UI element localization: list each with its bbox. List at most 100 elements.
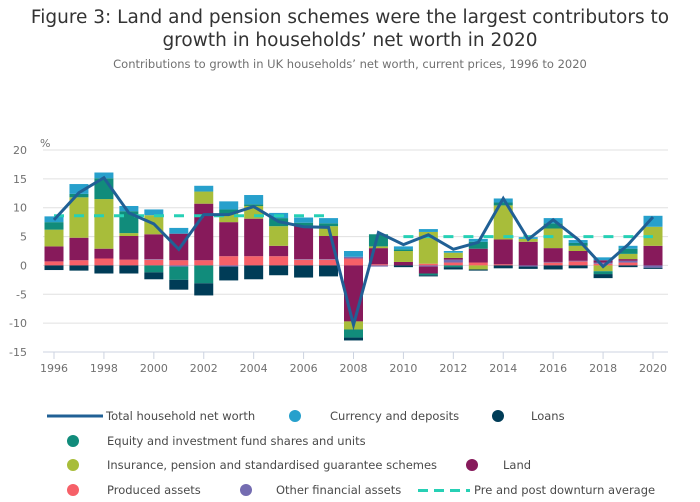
x-axis: 1996 1998 2000 2002 2004 2006 2008 2010 2012 2014… — [40, 351, 668, 375]
bar-segment — [468, 262, 488, 266]
x-tick-label: 2004 — [240, 362, 268, 375]
bar-segment — [344, 256, 363, 259]
bar-segment — [344, 251, 363, 257]
bar-segment — [344, 337, 363, 341]
bar-segment — [194, 185, 214, 192]
bar-segment — [244, 218, 264, 257]
bar-segment — [94, 248, 114, 259]
legend-label-other-financial[interactable]: Other financial assets — [276, 483, 402, 497]
bar-segment — [618, 245, 638, 249]
y-tick-label: -15 — [9, 346, 27, 359]
legend-label-insurance[interactable]: Insurance, pension and standardised guar… — [107, 458, 438, 472]
legend-label-land[interactable]: Land — [503, 458, 532, 472]
bar-segment — [294, 259, 314, 266]
bar-stack-2003 — [219, 201, 239, 281]
bar-segment — [294, 222, 314, 226]
y-tick-label: 20 — [13, 144, 27, 157]
legend: Total household net worth Currency and d… — [0, 400, 700, 502]
bar-segment — [543, 248, 563, 262]
bar-segment — [244, 256, 264, 266]
legend-item-total[interactable]: Total household net worth — [47, 409, 255, 423]
bar-segment — [543, 261, 563, 263]
bar-stack-2001 — [169, 227, 189, 290]
bar-segment — [194, 283, 214, 296]
bar-segment — [618, 265, 638, 268]
bar-segment — [194, 265, 214, 284]
legend-label-equity[interactable]: Equity and investment fund shares and un… — [107, 434, 366, 448]
y-tick-label: -5 — [16, 288, 27, 301]
bar-stack-1997 — [69, 184, 89, 271]
legend-label-produced[interactable]: Produced assets — [107, 483, 201, 497]
total-line-group — [52, 175, 655, 331]
bar-stack-2011 — [418, 229, 438, 277]
bar-segment — [593, 257, 613, 261]
bar-stack-2012 — [443, 251, 463, 270]
bar-segment — [443, 262, 463, 266]
x-tick-label: 2014 — [489, 362, 517, 375]
bar-segment — [568, 242, 588, 246]
bar-segment — [418, 231, 438, 264]
bar-segment — [119, 211, 139, 234]
bar-segment — [368, 246, 388, 249]
bar-segment — [219, 265, 239, 267]
x-tick-label: 2006 — [290, 362, 318, 375]
legend-dot-land-icon — [466, 459, 478, 471]
bar-segment — [418, 229, 438, 232]
bar-segment — [618, 260, 638, 263]
x-tick-label: 1996 — [40, 362, 68, 375]
bar-segment — [219, 222, 239, 257]
bar-segment — [219, 213, 239, 223]
bar-segment — [294, 225, 314, 260]
y-tick-label: 5 — [20, 231, 27, 244]
bar-segment — [294, 217, 314, 223]
bar-stack-2006 — [294, 217, 314, 278]
bar-segment — [219, 209, 239, 214]
x-tick-label: 2018 — [589, 362, 617, 375]
x-tick-label: 2010 — [389, 362, 417, 375]
bar-segment — [169, 266, 189, 280]
bar-segment — [69, 184, 89, 194]
bar-segment — [69, 265, 89, 271]
bar-segment — [568, 261, 588, 266]
bar-stack-2015 — [518, 237, 538, 269]
bar-stack-2002 — [194, 185, 214, 296]
average-lines — [54, 214, 653, 239]
y-tick-label: 15 — [13, 173, 27, 186]
bar-segment — [319, 218, 339, 224]
legend-dot-equity-icon — [67, 435, 79, 447]
bar-segment — [269, 256, 289, 266]
y-axis-ticks: 20 15 10 5 0 -5 -10 -15 — [9, 144, 27, 359]
x-tick-label: 2000 — [140, 362, 168, 375]
bar-segment — [269, 226, 289, 246]
bar-segment — [368, 264, 388, 266]
chart-title-line-1: Figure 3: Land and pension schemes were … — [30, 7, 670, 28]
bar-segment — [69, 197, 89, 238]
bar-segment — [94, 258, 114, 266]
bar-segment — [169, 227, 189, 234]
bar-segment — [44, 229, 64, 247]
x-tick-label: 2002 — [190, 362, 218, 375]
bar-stack-2010 — [393, 246, 413, 268]
bar-segment — [169, 279, 189, 290]
legend-label-currency[interactable]: Currency and deposits — [330, 409, 460, 423]
legend-dot-currency-icon — [289, 410, 301, 422]
bar-segment — [393, 265, 413, 268]
legend-dot-produced-icon — [67, 484, 79, 496]
bar-segment — [169, 260, 189, 266]
bar-segment — [568, 260, 588, 262]
bar-segment — [368, 234, 388, 247]
bar-stack-2019 — [618, 245, 638, 268]
bar-segment — [194, 203, 214, 261]
x-tick-label: 2008 — [340, 362, 368, 375]
bar-segment — [518, 265, 538, 267]
bar-segment — [368, 265, 388, 267]
legend-label-loans[interactable]: Loans — [531, 409, 565, 423]
x-tick-label: 2012 — [439, 362, 467, 375]
legend-dot-loans-icon — [492, 410, 504, 422]
legend-label-average[interactable]: Pre and post downturn average — [474, 483, 656, 497]
bar-segment — [119, 259, 139, 266]
bar-segment — [468, 241, 488, 249]
y-axis-unit-label: % — [40, 137, 50, 150]
bar-stack-2017 — [568, 240, 588, 269]
bar-segment — [443, 251, 463, 253]
